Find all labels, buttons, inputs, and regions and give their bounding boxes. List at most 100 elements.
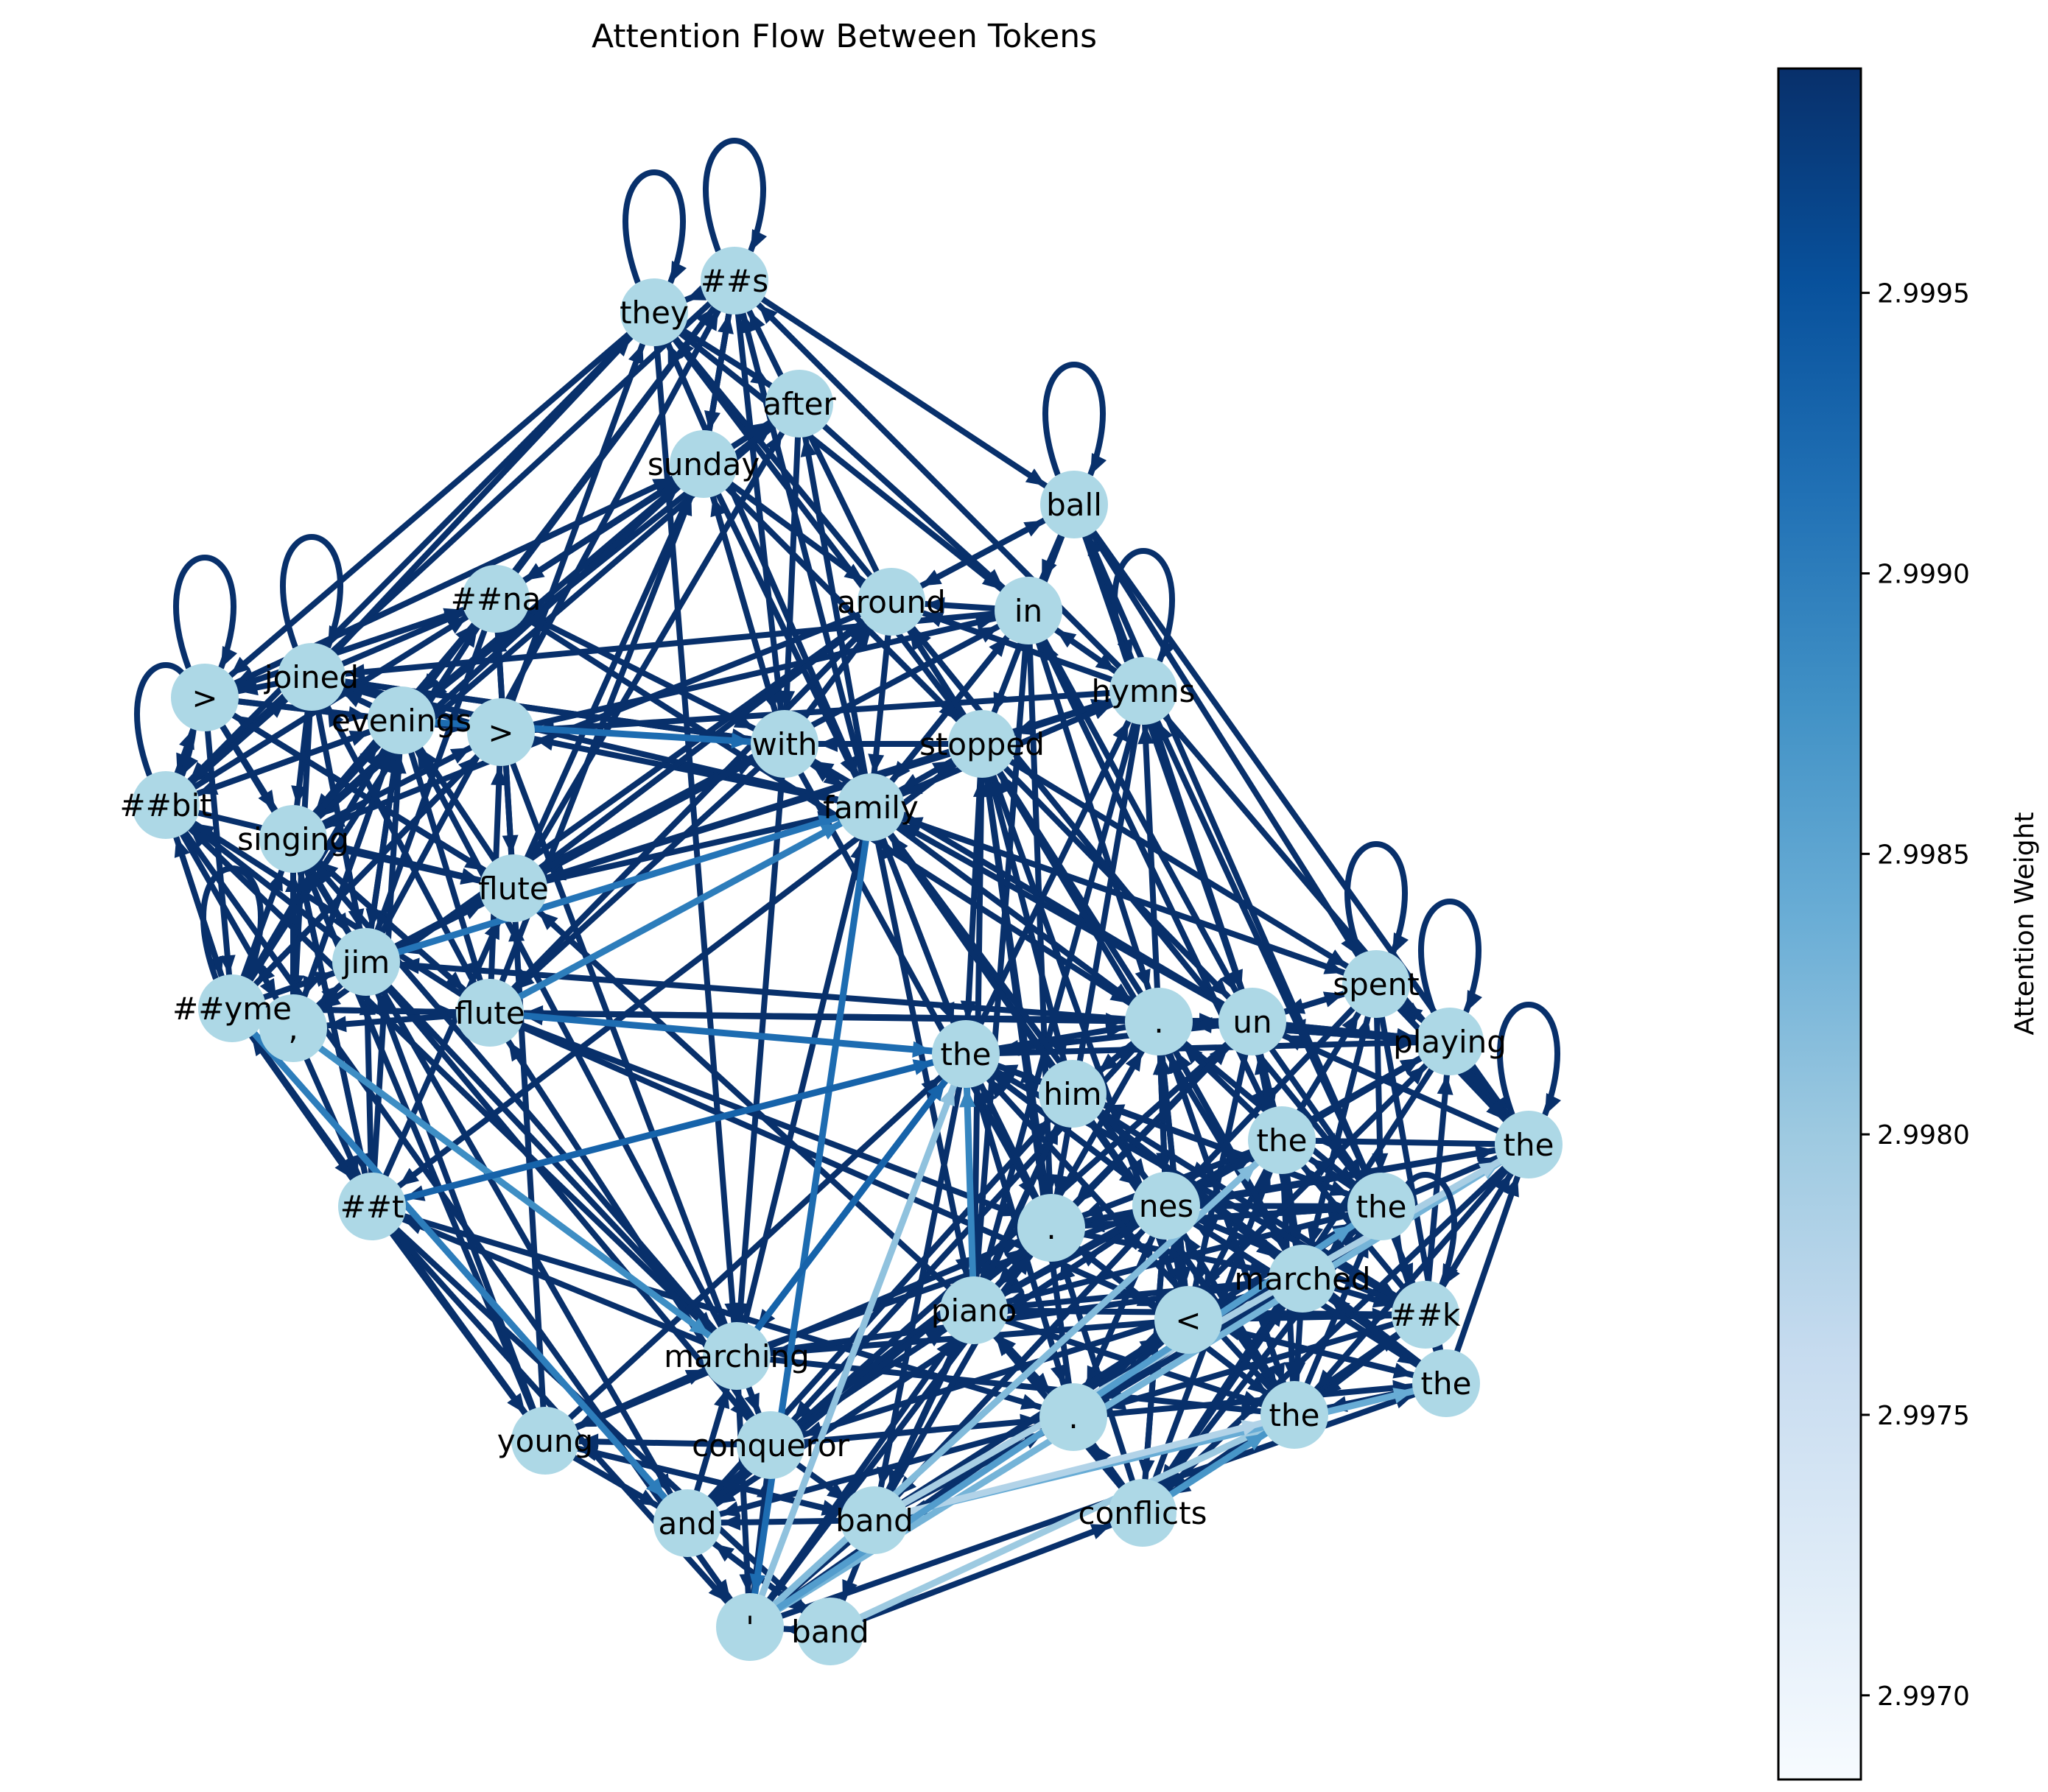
attention-edge-arrowhead [508,1041,526,1062]
attention-edge-arrowhead [327,706,344,728]
attention-edge [163,614,470,808]
attention-edge-arrowhead [752,424,774,443]
attention-edge-arrowhead [975,614,996,630]
attention-edge-arrowhead [708,1582,728,1602]
self-loop-arrowhead [1545,1093,1561,1115]
attention-edge [414,747,740,1359]
attention-edge-arrowhead [1183,1044,1203,1064]
attention-edge-arrowhead [189,762,209,781]
self-loop-edge [1497,1002,1560,1117]
attention-edge-arrowhead [1042,1124,1059,1145]
attention-edge-arrowhead [628,344,644,365]
token-label: joined [264,659,359,695]
token-label: the [1421,1366,1472,1402]
token-node [841,1486,908,1554]
attention-edge [163,728,373,808]
token-label: < [1175,1302,1201,1338]
attention-edge-arrowhead [1056,630,1077,648]
token-label: . [1046,1210,1056,1246]
attention-edge [493,479,678,602]
token-node [1347,1173,1415,1240]
attention-edge [229,624,481,1011]
attention-edge [396,961,1162,1025]
token-label: nes [1139,1188,1193,1224]
attention-edge [575,1445,877,1523]
attention-edge-arrowhead [704,410,720,431]
token-label: with [751,726,817,762]
token-node [456,979,524,1047]
attention-edge [227,309,657,679]
attention-edge [1300,1013,1371,1282]
attention-edge-weighted-arrowhead [927,1081,946,1102]
attention-edge-arrowhead [190,828,210,848]
attention-edge-arrowhead [900,823,922,840]
attention-edge-arrowhead [491,765,508,786]
token-label: hymns [1092,673,1196,709]
self-loop-arrowhead [1466,990,1482,1012]
attention-edge-arrowhead [1289,1361,1306,1382]
token-label: ##bit [119,787,211,823]
attention-edge-arrowhead [740,313,756,334]
colorbar-tick-label: 2.9980 [1877,1120,1970,1150]
token-node [995,577,1062,644]
attention-edge-arrowhead [765,432,782,454]
self-loop-arrowhead [1090,453,1107,475]
self-loop-arrowhead [670,261,687,283]
token-node [716,1593,784,1661]
token-label: marching [664,1338,810,1374]
attention-edge-arrowhead [925,1329,946,1346]
attention-edge-arrowhead [1194,1223,1216,1241]
attention-edge [1166,1050,1297,1418]
attention-edge-arrowhead [457,756,477,776]
attention-edge-arrowhead [1192,1016,1213,1033]
attention-edge [827,1522,1114,1634]
attention-edge-arrowhead [981,777,997,798]
attention-edge-arrowhead [507,1393,525,1414]
attention-edge-arrowhead [1093,1444,1112,1465]
attention-edge-arrowhead [345,664,365,681]
attention-edge-arrowhead [844,622,865,641]
token-label: stopped [919,726,1045,762]
attention-edge-arrowhead [1355,1016,1372,1038]
attention-edge-arrowhead [1020,1394,1041,1410]
attention-edge-arrowhead [818,736,838,752]
attention-edge-arrowhead [251,1036,270,1057]
token-label: singing [237,821,349,857]
attention-edge [511,812,841,891]
attention-edge-weighted-arrowhead [1237,1163,1258,1182]
attention-edge-arrowhead [1031,1119,1051,1139]
token-node [332,928,400,996]
attention-edge-arrowhead [749,311,765,332]
colorbar: 2.9970 2.9975 2.9980 2.9985 2.9990 2.9995 Att… [1777,67,2040,1781]
token-label: . [1068,1399,1078,1436]
token-node [701,247,768,315]
attention-edge-arrowhead [995,1336,1014,1357]
token-node [368,686,435,754]
attention-edge-arrowhead [923,611,944,628]
attention-edge-weighted-arrowhead [689,1318,710,1336]
attention-edge [364,992,375,1209]
attention-edge-arrowhead [491,632,508,653]
attention-edge-arrowhead [676,338,695,359]
attention-edge-arrowhead [983,569,1003,588]
token-node [467,698,535,766]
token-node [765,370,833,438]
token-label: ##na [451,581,541,617]
attention-edge-arrowhead [1139,1338,1160,1356]
attention-edge-arrowhead [1090,1524,1111,1539]
token-label: conflicts [1079,1495,1207,1531]
attention-edge-weighted-arrowhead [959,1087,976,1108]
attention-edge-weighted [746,1159,1260,1631]
colorbar-tick-label: 2.9975 [1877,1401,1970,1431]
attention-edge-arrowhead [720,1514,741,1531]
attention-edge-arrowhead [1396,1034,1417,1051]
attention-edge-arrowhead [1112,721,1129,742]
attention-edge-arrowhead [219,955,236,975]
token-label: the [1504,1127,1554,1163]
attention-edge-arrowhead [194,823,215,841]
self-loop-edge [1344,841,1408,956]
token-node [1269,1245,1336,1313]
token-node [480,854,547,922]
attention-edge [1048,1042,1232,1231]
